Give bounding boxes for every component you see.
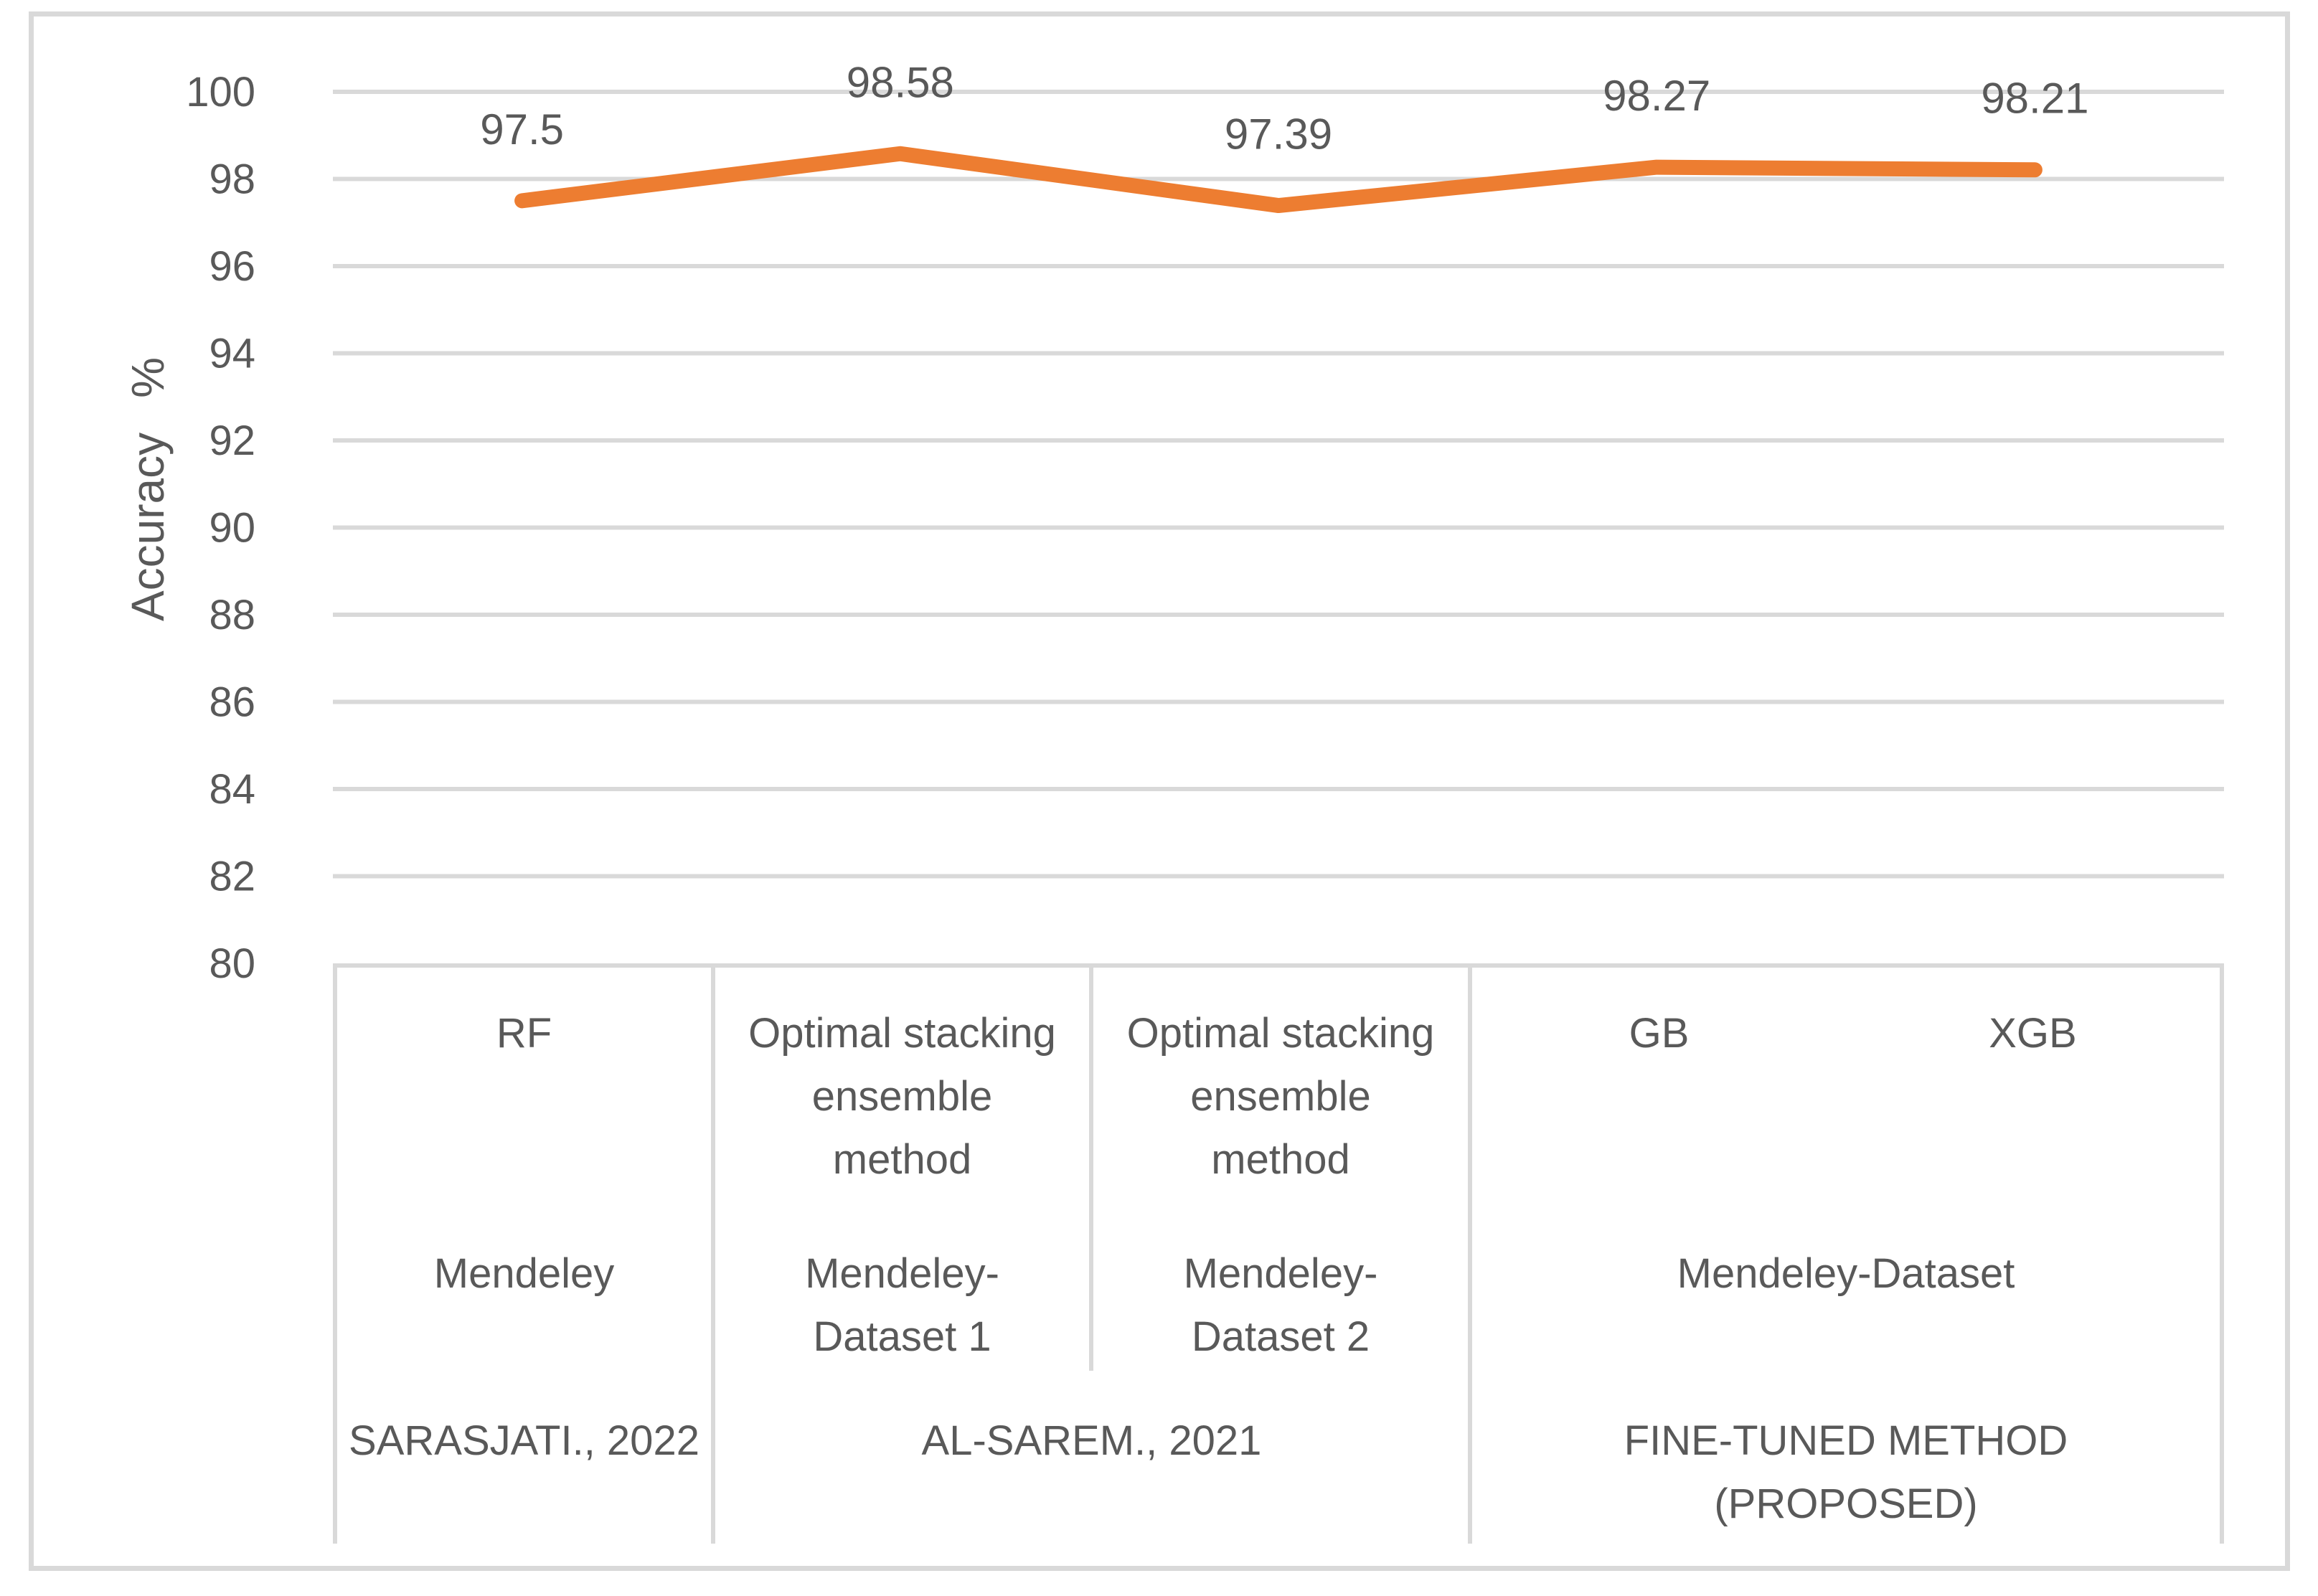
y-tick-label: 98 — [209, 156, 255, 203]
table-border-col2-col3 — [1089, 968, 1093, 1371]
y-tick-label: 92 — [209, 417, 255, 464]
series-line — [514, 146, 2043, 214]
table-border-right — [2220, 968, 2224, 1544]
y-tick-label: 90 — [209, 505, 255, 552]
y-tick-label: 96 — [209, 243, 255, 290]
source-cell-finetuned: FINE-TUNED METHOD (PROPOSED) — [1624, 1417, 2068, 1527]
y-tick-label: 88 — [209, 592, 255, 638]
dataset-cell-md: Mendeley-Dataset — [1677, 1250, 2015, 1297]
data-label: 97.39 — [1225, 110, 1332, 159]
table-border-left — [333, 968, 337, 1544]
source-cell-alsarem: AL-SAREM., 2021 — [921, 1417, 1262, 1464]
y-tick-label: 84 — [209, 766, 255, 813]
y-tick-label: 86 — [209, 679, 255, 726]
method-cell-rf: RF — [496, 1010, 552, 1057]
data-label: 97.5 — [480, 105, 564, 154]
dataset-cell-mendeley: Mendeley — [433, 1250, 615, 1297]
dataset-cell-md1: Mendeley- Dataset 1 — [805, 1250, 999, 1360]
category-axis-table: RF Optimal stacking ensemble method Opti… — [333, 963, 2224, 1544]
y-axis-title: Accuracy% — [122, 357, 174, 621]
table-border-col3-col4 — [1468, 968, 1472, 1544]
source-cell-sarasjati: SARASJATI., 2022 — [349, 1417, 699, 1464]
y-tick-label: 80 — [209, 940, 255, 987]
data-label: 98.21 — [1981, 75, 2088, 123]
data-label: 98.27 — [1603, 72, 1710, 120]
table-border-col1-col2 — [711, 968, 715, 1544]
method-cell-xgb: XGB — [1989, 1010, 2077, 1057]
y-tick-label: 94 — [209, 331, 255, 377]
method-cell-ose1: Optimal stacking ensemble method — [748, 1010, 1056, 1183]
y-tick-label: 82 — [209, 854, 255, 900]
method-cell-gb: GB — [1629, 1010, 1690, 1057]
y-tick-label: 100 — [186, 69, 255, 115]
data-label: 98.58 — [847, 58, 954, 106]
method-cell-ose2: Optimal stacking ensemble method — [1126, 1010, 1435, 1183]
dataset-cell-md2: Mendeley- Dataset 2 — [1183, 1250, 1378, 1360]
